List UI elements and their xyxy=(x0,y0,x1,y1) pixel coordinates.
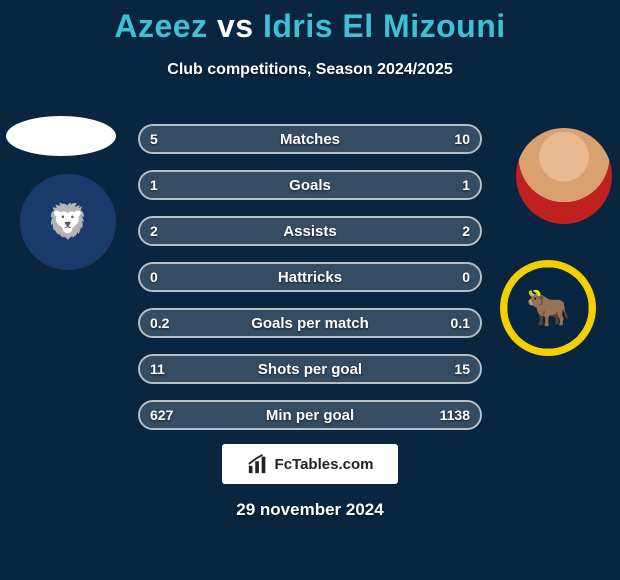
stat-label: Hattricks xyxy=(140,269,480,286)
comparison-card: Azeez vs Idris El Mizouni Club competiti… xyxy=(0,0,620,580)
player1-club-crest xyxy=(20,174,116,270)
stat-value-right: 15 xyxy=(454,361,470,377)
stat-value-right: 10 xyxy=(454,131,470,147)
stat-value-right: 1 xyxy=(462,177,470,193)
stat-label: Goals per match xyxy=(140,315,480,332)
stat-label: Shots per goal xyxy=(140,361,480,378)
stat-label: Goals xyxy=(140,177,480,194)
stat-row: 0Hattricks0 xyxy=(138,262,482,292)
vs-text: vs xyxy=(217,8,254,44)
stat-value-right: 1138 xyxy=(440,407,470,423)
stats-table: 5Matches10 1Goals1 2Assists2 0Hattricks0 0.2… xyxy=(138,124,482,446)
comparison-title: Azeez vs Idris El Mizouni xyxy=(0,0,620,45)
stat-row: 1Goals1 xyxy=(138,170,482,200)
stat-row: 627Min per goal1138 xyxy=(138,400,482,430)
stat-label: Matches xyxy=(140,131,480,148)
subtitle: Club competitions, Season 2024/2025 xyxy=(0,61,620,79)
player2-club-crest xyxy=(500,260,596,356)
stat-row: 5Matches10 xyxy=(138,124,482,154)
brand-chart-icon xyxy=(247,453,269,475)
stat-value-right: 0 xyxy=(462,269,470,285)
stat-label: Assists xyxy=(140,223,480,240)
footer-date: 29 november 2024 xyxy=(0,500,620,520)
player1-avatar xyxy=(6,116,116,156)
brand-text: FcTables.com xyxy=(275,456,374,473)
brand-badge[interactable]: FcTables.com xyxy=(222,444,398,484)
stat-value-right: 2 xyxy=(462,223,470,239)
stat-row: 2Assists2 xyxy=(138,216,482,246)
stat-value-right: 0.1 xyxy=(451,315,470,331)
player1-name: Azeez xyxy=(114,8,207,44)
player2-avatar xyxy=(516,128,612,224)
stat-label: Min per goal xyxy=(140,407,480,424)
stat-row: 0.2Goals per match0.1 xyxy=(138,308,482,338)
player2-name: Idris El Mizouni xyxy=(263,8,506,44)
stat-row: 11Shots per goal15 xyxy=(138,354,482,384)
